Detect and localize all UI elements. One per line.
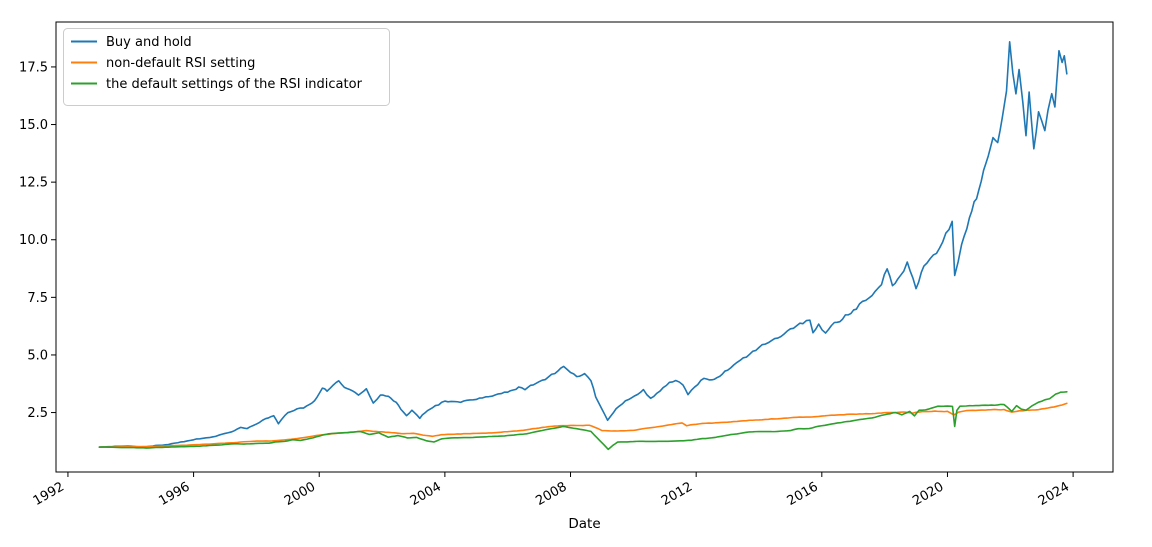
x-tick-label: 2004 — [408, 479, 444, 509]
x-tick-label: 1996 — [156, 479, 192, 509]
legend-label-2: non-default RSI setting — [106, 56, 255, 71]
legend-label-3: the default settings of the RSI indicato… — [106, 77, 363, 92]
y-tick-label: 17.5 — [19, 60, 48, 75]
x-tick-label: 2024 — [1036, 479, 1072, 509]
y-tick-label: 7.5 — [27, 291, 48, 306]
y-tick-label: 10.0 — [19, 233, 48, 248]
legend-label-1: Buy and hold — [106, 35, 192, 50]
y-tick-label: 2.5 — [27, 406, 48, 421]
x-tick-label: 2016 — [785, 479, 821, 509]
x-tick-label: 2012 — [659, 479, 695, 509]
x-tick-label: 1992 — [31, 479, 67, 509]
y-tick-label: 5.0 — [27, 348, 48, 363]
y-tick-label: 12.5 — [19, 176, 48, 191]
x-tick-label: 2008 — [533, 479, 569, 509]
series-line-1 — [98, 41, 1068, 448]
legend: Buy and hold non-default RSI setting the d… — [63, 28, 390, 106]
x-axis-label: Date — [568, 516, 600, 532]
x-tick-label: 2000 — [282, 479, 318, 509]
x-tick-label: 2020 — [910, 479, 946, 509]
series-line-3 — [98, 391, 1068, 451]
legend-box — [63, 28, 390, 106]
y-tick-label: 15.0 — [19, 118, 48, 133]
plot-area-border — [55, 21, 1114, 473]
series-layer — [98, 41, 1068, 451]
